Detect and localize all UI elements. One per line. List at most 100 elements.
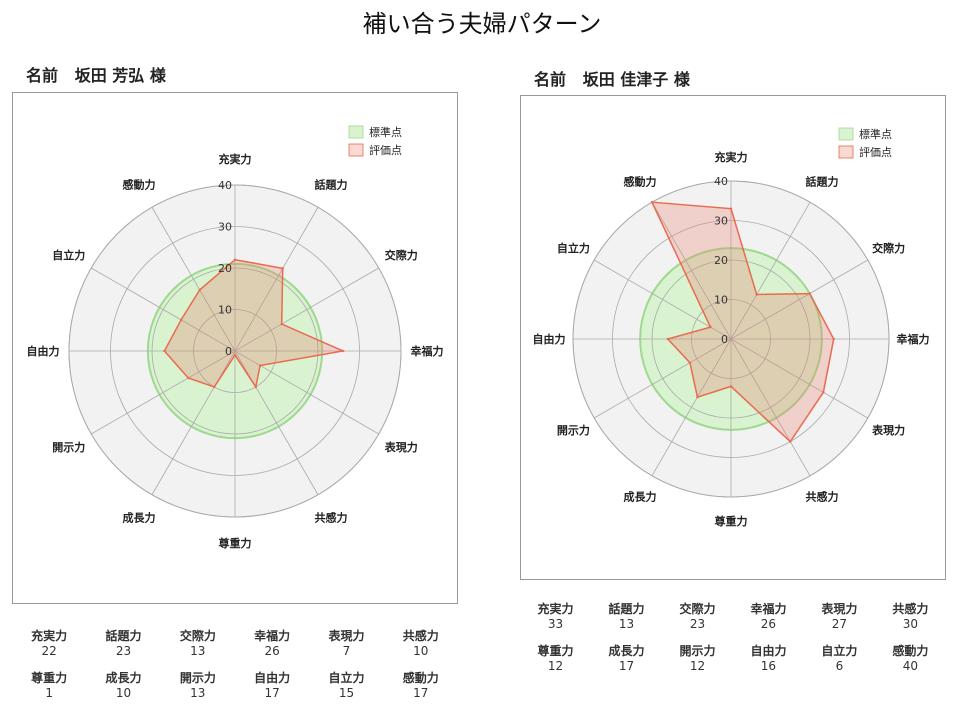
- grid-spoke: [593, 259, 732, 340]
- score-cell: 開示力 13: [161, 671, 235, 701]
- score-value: 12: [547, 659, 564, 673]
- score-label: 尊重力: [31, 671, 68, 685]
- grid-spoke: [151, 207, 236, 352]
- axis-category-label: 幸福力: [897, 332, 930, 346]
- score-label: 自立力: [821, 644, 858, 658]
- grid-spoke: [91, 350, 236, 435]
- axis-category-label: 成長力: [123, 510, 156, 524]
- legend-swatch: [348, 143, 364, 157]
- score-label: 感動力: [402, 671, 439, 685]
- score-value: 17: [413, 686, 429, 700]
- data-point: [666, 337, 669, 341]
- score-label: 交際力: [179, 629, 216, 643]
- score-cell: 感動力 40: [875, 644, 946, 674]
- score-row: 尊重力 1 成長力 10 開示力 13 自由力 17 自立力 15 感動力 17: [12, 671, 458, 701]
- grid-spoke: [593, 338, 732, 419]
- tick-label: 0: [721, 333, 728, 346]
- score-value: 33: [547, 617, 564, 631]
- score-cell: 充実力 22: [12, 629, 86, 659]
- score-label: 表現力: [821, 602, 858, 616]
- score-label: 成長力: [608, 644, 645, 658]
- score-label: 自由力: [254, 671, 291, 685]
- tick-label: 30: [714, 215, 728, 228]
- tick-label: 20: [714, 254, 728, 267]
- grid-spoke: [651, 338, 732, 477]
- data-point: [281, 267, 284, 270]
- tick-label: 20: [218, 262, 232, 275]
- score-label: 開示力: [679, 644, 716, 658]
- data-point: [163, 349, 166, 353]
- axis-category-label: 表現力: [871, 423, 905, 437]
- legend-swatch: [348, 125, 364, 139]
- score-cell: 成長力 10: [86, 671, 160, 701]
- panel-name-right: 名前 坂田 佳津子 様: [534, 66, 690, 90]
- score-label: 話題力: [608, 602, 645, 616]
- score-label: 充実力: [537, 602, 574, 616]
- axis-category-label: 成長力: [624, 490, 657, 504]
- person-name: 坂田 佳津子: [582, 70, 669, 89]
- score-cell: 交際力 23: [662, 602, 733, 632]
- score-label: 交際力: [679, 602, 716, 616]
- legend-label: 評価点: [859, 145, 892, 159]
- score-row: 充実力 33 話題力 13 交際力 23 幸福力 26 表現力 27 共感力 30: [520, 602, 946, 632]
- score-value: 6: [835, 659, 844, 673]
- score-label: 共感力: [402, 629, 439, 643]
- legend-swatch: [838, 127, 854, 141]
- score-value: 17: [264, 686, 280, 700]
- data-point: [254, 385, 257, 389]
- axis-category-label: 交際力: [385, 248, 418, 262]
- grid-spoke: [651, 201, 732, 340]
- radar-chart-right: 0 10 20 30 40 充実力 話題力 交際力 幸福力 表現力 共感力 尊重力 成長力 開示力 自由力 自…: [520, 95, 946, 580]
- score-cell: 自立力 6: [804, 644, 875, 674]
- score-label: 成長力: [105, 671, 142, 685]
- score-cell: 共感力 30: [875, 602, 946, 632]
- score-value: 10: [413, 644, 429, 658]
- data-point: [233, 353, 237, 357]
- score-cell: 幸福力 26: [235, 629, 309, 659]
- score-label: 幸福力: [254, 629, 291, 643]
- score-label: 共感力: [892, 602, 929, 616]
- score-label: 話題力: [105, 629, 142, 643]
- tick-label: 30: [218, 221, 232, 234]
- tick-label: 40: [714, 175, 728, 188]
- score-cell: 自立力 15: [309, 671, 383, 701]
- axis-category-label: 交際力: [872, 241, 905, 255]
- grid-spoke: [91, 267, 236, 352]
- score-cell: 共感力 10: [384, 629, 458, 659]
- score-value: 30: [902, 617, 919, 631]
- score-cell: 開示力 12: [662, 644, 733, 674]
- axis-category-label: 開示力: [557, 423, 590, 437]
- data-point: [280, 322, 283, 326]
- score-cell: 表現力 27: [804, 602, 875, 632]
- tick-label: 0: [225, 345, 232, 358]
- radar-chart-left: 0 10 20 30 40 充実力 話題力 交際力 幸福力 表現力 共感力 尊重力 成長力 開示力 自由力 自…: [12, 92, 458, 604]
- honorific: 様: [149, 66, 166, 85]
- name-label: 名前: [26, 66, 59, 85]
- grid-spoke: [234, 207, 319, 352]
- panel-name-left: 名前 坂田 芳弘 様: [26, 62, 166, 86]
- score-cell: 尊重力 1: [12, 671, 86, 701]
- person-name: 坂田 芳弘: [74, 66, 145, 85]
- legend-label: 評価点: [369, 143, 402, 157]
- score-value: 17: [618, 659, 635, 673]
- axis-category-label: 充実力: [219, 152, 252, 166]
- legend-swatch: [838, 145, 854, 159]
- score-table-left: 充実力 22 話題力 23 交際力 13 幸福力 26 表現力 7 共感力 10 尊重力 1 成長力 10 開示…: [12, 629, 458, 713]
- axis-category-label: 感動力: [123, 178, 156, 192]
- axis-category-label: 充実力: [715, 150, 748, 164]
- score-cell: 幸福力 26: [733, 602, 804, 632]
- score-value: 1: [45, 686, 53, 700]
- score-value: 7: [342, 644, 351, 658]
- score-value: 16: [760, 659, 777, 673]
- score-table-right: 充実力 33 話題力 13 交際力 23 幸福力 26 表現力 27 共感力 30 尊重力 12 成長力 17…: [520, 602, 946, 686]
- data-point: [709, 325, 712, 329]
- score-value: 13: [190, 686, 206, 700]
- data-point: [808, 292, 811, 295]
- axis-category-label: 自立力: [52, 248, 85, 262]
- score-cell: 充実力 33: [520, 602, 591, 632]
- data-point: [198, 288, 201, 292]
- data-point: [650, 200, 654, 204]
- grid-spoke: [234, 267, 379, 352]
- grid-spoke: [151, 350, 236, 495]
